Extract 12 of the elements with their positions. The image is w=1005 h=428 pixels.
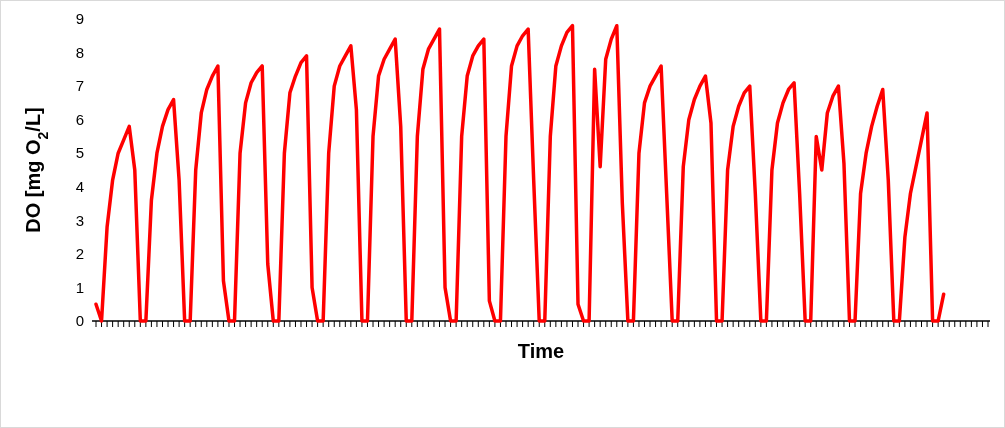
y-tick-label: 8 xyxy=(75,43,84,61)
y-tick-label: 3 xyxy=(75,211,84,229)
y-tick-label: 1 xyxy=(75,278,84,296)
line-series xyxy=(94,23,946,323)
y-tick-label: 5 xyxy=(75,144,84,162)
y-tick-label: 0 xyxy=(75,312,84,330)
y-tick-label: 7 xyxy=(75,77,84,95)
y-tick-label: 9 xyxy=(75,10,84,28)
y-tick-label: 6 xyxy=(75,110,84,128)
y-tick-label: 4 xyxy=(75,178,84,196)
x-axis-title: Time xyxy=(517,340,565,362)
y-tick-label: 2 xyxy=(75,245,84,263)
